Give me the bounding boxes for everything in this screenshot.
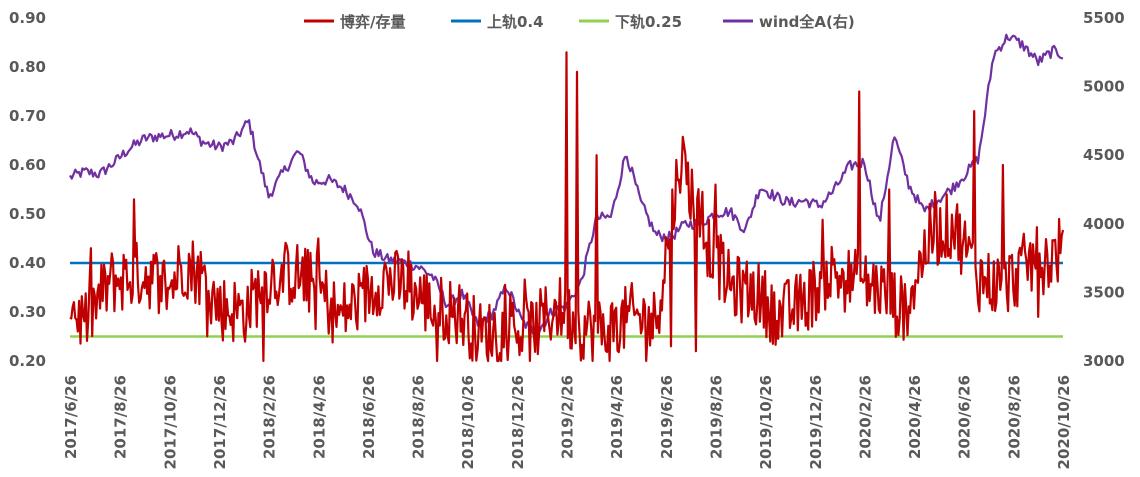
x-tick-label: 2019/4/26 bbox=[608, 375, 626, 459]
y-left-tick-label: 0.30 bbox=[9, 303, 46, 321]
plot-area bbox=[69, 33, 1065, 363]
x-tick-label: 2020/10/26 bbox=[1055, 375, 1073, 469]
x-tick-label: 2019/2/26 bbox=[559, 375, 577, 459]
x-axis: 2017/6/26 2017/8/26 2017/10/26 2017/12/26 20… bbox=[62, 375, 1073, 469]
series-line bbox=[69, 51, 1065, 363]
y-left-tick-label: 0.60 bbox=[9, 156, 46, 174]
x-tick-label: 2018/4/26 bbox=[310, 375, 328, 459]
x-tick-label: 2020/2/26 bbox=[856, 375, 874, 459]
x-tick-label: 2018/12/26 bbox=[509, 375, 527, 469]
y-left-tick-label: 0.80 bbox=[9, 58, 46, 76]
x-tick-label: 2019/6/26 bbox=[658, 375, 676, 459]
x-tick-label: 2017/6/26 bbox=[62, 375, 80, 459]
y-left-tick-label: 0.50 bbox=[9, 205, 46, 223]
x-tick-label: 2020/6/26 bbox=[956, 375, 974, 459]
y-right-tick-label: 3500 bbox=[1083, 283, 1125, 301]
x-tick-label: 2018/6/26 bbox=[360, 375, 378, 459]
x-tick-label: 2020/4/26 bbox=[906, 375, 924, 459]
legend-label-game-ratio: 博弈/存量 bbox=[340, 13, 405, 31]
legend-label-upper-band: 上轨0.4 bbox=[487, 13, 544, 31]
x-tick-label: 2017/8/26 bbox=[112, 375, 130, 459]
y-right-tick-label: 3000 bbox=[1083, 352, 1125, 370]
x-tick-label: 2018/8/26 bbox=[410, 375, 428, 459]
x-tick-label: 2018/2/26 bbox=[261, 375, 279, 459]
x-tick-label: 2017/12/26 bbox=[211, 375, 229, 469]
legend-label-wind-a: wind全A(右) bbox=[759, 13, 855, 31]
y-right-tick-label: 5500 bbox=[1083, 9, 1125, 27]
y-right-tick-label: 5000 bbox=[1083, 78, 1125, 96]
x-tick-label: 2019/8/26 bbox=[707, 375, 725, 459]
legend: 博弈/存量 上轨0.4 下轨0.25 wind全A(右) bbox=[304, 13, 855, 31]
x-tick-label: 2020/8/26 bbox=[1005, 375, 1023, 459]
y-left-tick-label: 0.70 bbox=[9, 107, 46, 125]
y-axis-left: 0.20 0.30 0.40 0.50 0.60 0.70 0.80 0.90 bbox=[9, 9, 46, 370]
y-right-tick-label: 4000 bbox=[1083, 215, 1125, 233]
y-right-tick-label: 4500 bbox=[1083, 146, 1125, 164]
x-tick-label: 2019/12/26 bbox=[807, 375, 825, 469]
series-line bbox=[69, 33, 1064, 339]
y-left-tick-label: 0.40 bbox=[9, 254, 46, 272]
x-tick-label: 2019/10/26 bbox=[757, 375, 775, 469]
y-axis-right: 3000 3500 4000 4500 5000 5500 bbox=[1083, 9, 1125, 370]
y-left-tick-label: 0.20 bbox=[9, 352, 46, 370]
x-tick-label: 2018/10/26 bbox=[459, 375, 477, 469]
x-tick-label: 2017/10/26 bbox=[161, 375, 179, 469]
y-left-tick-label: 0.90 bbox=[9, 9, 46, 27]
legend-label-lower-band: 下轨0.25 bbox=[615, 13, 682, 31]
